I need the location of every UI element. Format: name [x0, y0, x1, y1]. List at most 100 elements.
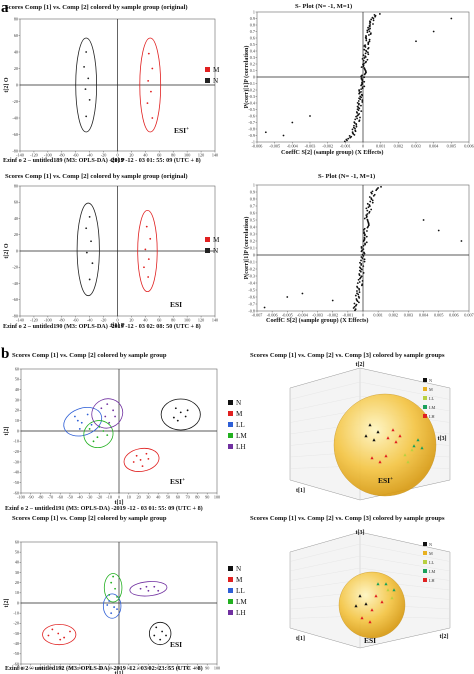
chart-b1-point-LL [76, 419, 79, 422]
chart-a4-point [360, 245, 363, 248]
chart-a4-point [361, 253, 364, 256]
chart-b2-xtick-label: 20 [137, 666, 141, 671]
chart-a2-point [353, 124, 355, 127]
chart-a3-point-N [88, 278, 91, 281]
chart-a3-ytick-label: -40 [12, 281, 18, 286]
chart-a3-ellipse [137, 209, 158, 293]
chart-b4-legend-swatch [423, 578, 427, 582]
chart-a2-point [373, 13, 376, 16]
chart-b2-legend-label: LM [236, 598, 247, 606]
chart-b1-point-LM [88, 428, 91, 430]
chart-a4-point [355, 303, 358, 306]
chart-a4-ytick-label: 0.6 [250, 210, 255, 215]
chart-b1-point-LH [114, 415, 116, 418]
chart-a2-point [363, 80, 366, 83]
chart-b1-point-N [176, 419, 179, 422]
chart-b4-point-N [364, 602, 368, 606]
chart-b2-ytick-label: -30 [13, 631, 19, 636]
chart-a4-ytick-label: -0.7 [248, 301, 255, 306]
chart-a2-point [368, 38, 371, 41]
chart-b1-point-M [135, 454, 138, 457]
chart-a2-point [361, 81, 363, 84]
chart-a1-xtick-label: 0 [116, 153, 118, 158]
chart-a2-ytick-label: 0.5 [250, 42, 255, 47]
chart-a4-point [360, 259, 362, 262]
chart-a2-point [363, 48, 366, 51]
chart-b1-ytick-label: 50 [15, 377, 19, 382]
chart-a3-xtick-label: 60 [157, 318, 161, 323]
chart-a3-xtick-label: -80 [59, 318, 65, 323]
chart-a2-point [365, 60, 367, 63]
chart-a3-ytick-label: 60 [14, 200, 18, 205]
chart-a2-point [365, 35, 367, 37]
chart-b1-legend-label: LM [236, 432, 247, 440]
chart-a2-ytick-label: -0.6 [248, 113, 255, 118]
chart-a1-point-M [146, 102, 149, 105]
chart-a2-point [360, 104, 362, 107]
chart-a4-ytick-label: -0.6 [248, 294, 255, 299]
chart-a4-xtick-label: 0.005 [434, 313, 443, 318]
chart-b1-legend-swatch [228, 400, 233, 405]
chart-b2-ytick-label: 0 [17, 600, 19, 605]
chart-a4-point [371, 199, 374, 202]
chart-b4-point-M [380, 600, 384, 604]
chart-b4-esi-label: ESI [364, 636, 376, 645]
chart-a2-point [355, 125, 358, 128]
chart-a2-point [358, 112, 361, 115]
chart-a2-point [368, 40, 371, 43]
chart-b3-axis-label-t3: t[3] [438, 436, 447, 442]
chart-a2-point [369, 24, 371, 26]
chart-a4-point [371, 190, 374, 193]
chart-b2-point-LM [114, 587, 116, 590]
chart-b2-ytick-label: 40 [15, 560, 19, 565]
chart-a4-point [359, 261, 361, 264]
chart-a4-point [361, 283, 364, 286]
chart-a4-caption: CoeffC S[2] (sample group) (X Effects) [266, 317, 368, 324]
chart-a2-point [360, 93, 363, 96]
chart-b1-esi-label: ESI+ [170, 477, 185, 486]
chart-a1-title: Scores Comp [1] vs. Comp [2] colored by … [5, 4, 188, 11]
chart-b1-caption: Ezinf o 2 – untitled191 (M3: OPLS-DA) -2… [5, 505, 203, 512]
chart-b2-ellipse [129, 581, 168, 597]
chart-a2-point [367, 46, 370, 49]
chart-b3-point-LL [406, 460, 410, 464]
chart-a4-point [358, 281, 361, 283]
chart-a2-point [362, 54, 365, 57]
chart-b1-xtick-label: -10 [106, 495, 112, 500]
chart-a4-point [365, 207, 368, 210]
chart-a3-point-M [145, 225, 148, 228]
chart-b3-point-M [391, 428, 395, 432]
chart-a2-point [360, 90, 362, 93]
chart-b4-point-LM [376, 582, 380, 586]
chart-b2-legend-swatch [228, 577, 233, 582]
chart-a4-point [354, 294, 357, 297]
chart-b1-ytick-label: -60 [13, 490, 19, 495]
chart-a1-xtick-label: 120 [198, 153, 204, 158]
chart-b4-point-M [374, 594, 378, 598]
chart-a4-point [361, 249, 363, 252]
chart-a4-point [362, 272, 365, 274]
chart-b1-point-LL [74, 415, 76, 418]
chart-a2-ytick-label: -0.7 [248, 120, 255, 125]
chart-b2-point-N [165, 634, 167, 637]
chart-b2-ellipse [102, 593, 122, 619]
chart-a4-ytick-label: -0.8 [248, 308, 255, 313]
chart-b2-point-LM [112, 575, 115, 578]
chart-b2-ytick-label: 50 [15, 550, 19, 555]
chart-b3-legend-label: M [429, 387, 433, 392]
chart-b1-title: Scores Comp [1] vs. Comp [2] colored by … [12, 352, 167, 359]
chart-a4-ytick-label: -0.3 [248, 273, 255, 278]
chart-a2-point [358, 102, 360, 105]
chart-a2-ytick-label: 1 [253, 9, 255, 14]
chart-a4-ytick-label: 0.7 [250, 203, 255, 208]
chart-b2-xtick-label: 30 [146, 666, 150, 671]
chart-b2-legend-swatch [228, 610, 233, 615]
chart-b4-legend-swatch [423, 569, 427, 573]
chart-b2-xtick-label: -20 [97, 666, 103, 671]
chart-b4-point-LM [392, 588, 396, 592]
chart-a1-xtick-label: 100 [184, 153, 190, 158]
chart-b2-point-LH [157, 589, 160, 592]
chart-b1-point-N [186, 409, 189, 412]
chart-b2-xtick-label: 0 [118, 666, 120, 671]
chart-a1-ytick-label: -60 [12, 132, 18, 137]
